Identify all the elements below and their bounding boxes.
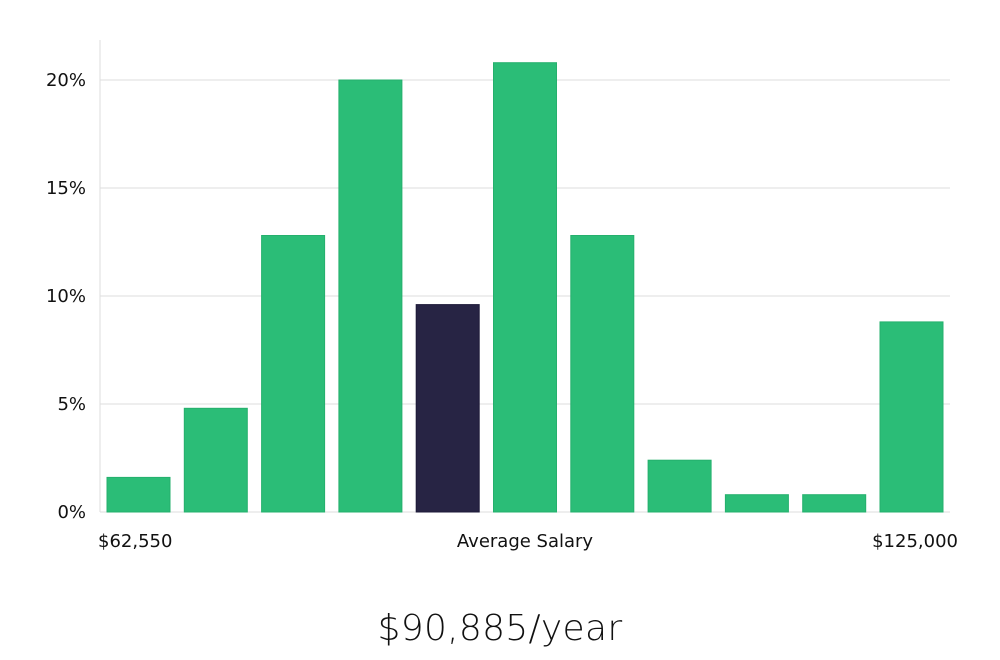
bar	[106, 476, 171, 513]
x-label-center: Average Salary	[457, 531, 594, 552]
x-label-start: $62,550	[98, 531, 172, 552]
bar-average-salary	[415, 304, 480, 513]
bar	[183, 407, 248, 513]
salary-distribution-chart: 0% 5% 10% 15% 20% $62,550 Average Salary $12…	[46, 40, 958, 552]
bar	[879, 321, 944, 513]
bar	[338, 79, 403, 513]
y-tick-label: 0%	[57, 502, 86, 523]
y-tick-label: 20%	[46, 70, 86, 91]
bars	[106, 62, 944, 513]
x-label-end: $125,000	[872, 531, 958, 552]
y-tick-label: 10%	[46, 286, 86, 307]
bar	[493, 62, 557, 513]
bar	[570, 235, 635, 513]
average-salary-value: $90,885/year	[377, 608, 623, 649]
bar	[261, 235, 326, 513]
bar	[724, 494, 789, 513]
y-tick-label: 15%	[46, 178, 86, 199]
bar	[802, 494, 867, 513]
y-tick-labels: 0% 5% 10% 15% 20%	[46, 70, 86, 523]
bar	[647, 459, 712, 513]
y-tick-label: 5%	[57, 394, 86, 415]
x-axis-labels: $62,550 Average Salary $125,000	[98, 531, 958, 552]
